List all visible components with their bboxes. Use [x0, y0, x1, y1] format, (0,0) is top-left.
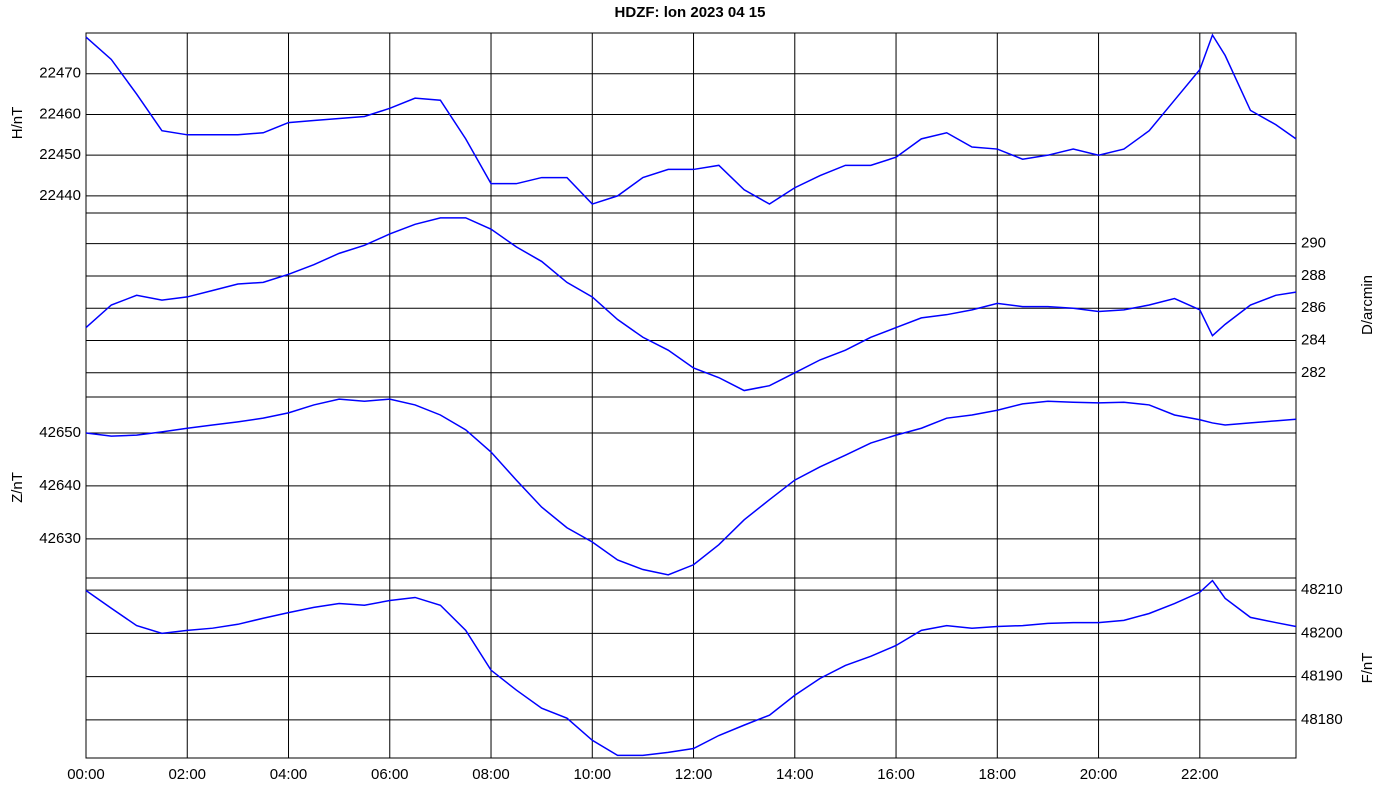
- x-tick-label: 04:00: [270, 766, 308, 783]
- x-tick-label: 00:00: [67, 766, 105, 783]
- y-axis-label: H/nT: [9, 107, 26, 140]
- panel-frame: [85, 212, 1297, 398]
- y-tick-label: 286: [1301, 299, 1326, 316]
- y-tick-label: 22460: [39, 105, 81, 122]
- panel-frame: [85, 396, 1297, 579]
- y-tick-label: 22440: [39, 187, 81, 204]
- x-tick-label: 02:00: [168, 766, 206, 783]
- y-tick-label: 48180: [1301, 711, 1343, 728]
- x-tick-label: 08:00: [472, 766, 510, 783]
- y-tick-label: 288: [1301, 267, 1326, 284]
- x-tick-label: 22:00: [1181, 766, 1219, 783]
- y-axis-label: D/arcmin: [1359, 275, 1376, 335]
- y-tick-label: 290: [1301, 235, 1326, 252]
- panel-frame: [85, 577, 1297, 759]
- x-tick-label: 18:00: [979, 766, 1017, 783]
- y-tick-label: 42640: [39, 477, 81, 494]
- data-line: [85, 398, 1297, 576]
- y-tick-label: 42650: [39, 424, 81, 441]
- x-tick-label: 20:00: [1080, 766, 1118, 783]
- y-tick-label: 42630: [39, 530, 81, 547]
- data-line: [85, 33, 1297, 205]
- x-tick-label: 10:00: [574, 766, 612, 783]
- x-tick-label: 16:00: [877, 766, 915, 783]
- y-tick-label: 48190: [1301, 668, 1343, 685]
- data-line: [85, 579, 1297, 757]
- x-tick-label: 12:00: [675, 766, 713, 783]
- x-tick-label: 06:00: [371, 766, 409, 783]
- y-tick-label: 282: [1301, 364, 1326, 381]
- y-axis-label: F/nT: [1359, 653, 1376, 684]
- y-tick-label: 48200: [1301, 624, 1343, 641]
- y-tick-label: 22470: [39, 65, 81, 82]
- y-tick-label: 22450: [39, 146, 81, 163]
- y-tick-label: 284: [1301, 331, 1326, 348]
- data-line: [85, 217, 1297, 392]
- y-axis-label: Z/nT: [9, 472, 26, 503]
- y-tick-label: 48210: [1301, 581, 1343, 598]
- chart-title: HDZF: lon 2023 04 15: [615, 4, 766, 21]
- panel-frame: [85, 32, 1297, 214]
- x-tick-label: 14:00: [776, 766, 814, 783]
